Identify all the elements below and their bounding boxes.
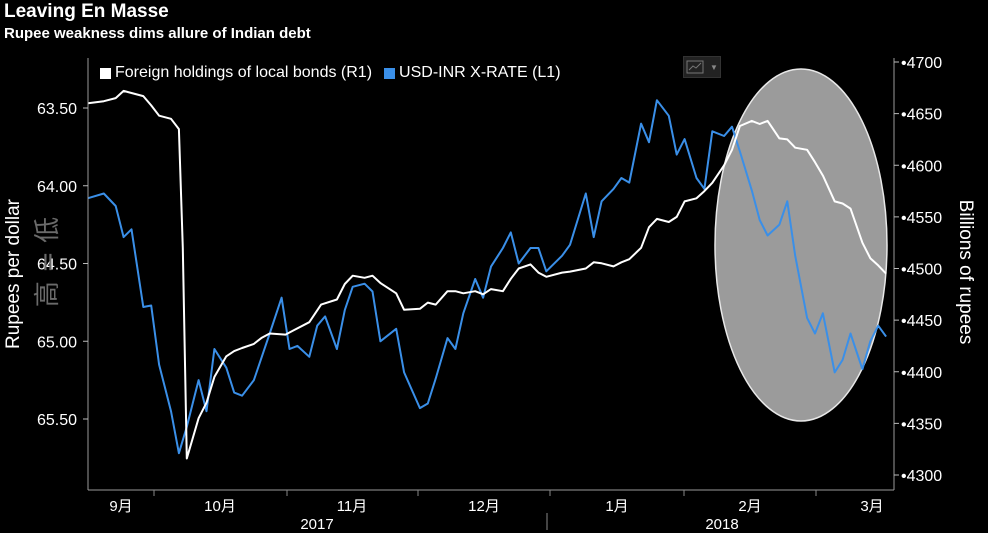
x-month-label: 2月	[738, 498, 761, 515]
left-tick-label: 65.50	[37, 412, 77, 429]
right-tick-label: •4650	[901, 107, 942, 124]
legend-item-usdinr: USD-INR X-RATE (L1)	[384, 64, 561, 82]
left-tick-label: 63.50	[37, 101, 77, 118]
series-line-usdinr	[87, 99, 887, 455]
inverted-axis-annotation: 高 = 低	[33, 217, 63, 307]
x-month-label: 1月	[605, 498, 628, 515]
chart-subtitle: Rupee weakness dims allure of Indian deb…	[4, 25, 311, 42]
chevron-down-icon: ▼	[710, 62, 718, 72]
right-tick-label: •4450	[901, 313, 942, 330]
legend-swatch-usdinr	[384, 67, 396, 79]
line-chart-icon	[686, 60, 704, 74]
right-tick-label: •4550	[901, 210, 942, 227]
highlight-ellipse	[714, 68, 888, 422]
right-tick-label: •4400	[901, 365, 942, 382]
right-tick-label: •4300	[901, 468, 942, 485]
right-tick-label: •4600	[901, 158, 942, 175]
x-month-label: 9月	[109, 498, 132, 515]
chart-title: Leaving En Masse	[4, 1, 169, 22]
x-month-label: 12月	[468, 498, 500, 515]
chart-type-button[interactable]: ▼	[683, 56, 721, 78]
x-year-label: 2018	[705, 516, 738, 533]
legend-label-holdings: Foreign holdings of local bonds (R1)	[115, 64, 373, 81]
left-tick-label: 65.00	[37, 334, 77, 351]
legend-label-usdinr: USD-INR X-RATE (L1)	[399, 64, 561, 81]
right-tick-label: •4350	[901, 416, 942, 433]
legend-swatch-holdings	[100, 67, 111, 79]
legend-item-holdings: Foreign holdings of local bonds (R1)	[100, 64, 372, 82]
y-axis-left-label: Rupees per dollar	[3, 198, 24, 349]
series-line-holdings	[87, 89, 887, 460]
left-tick-label: 64.00	[37, 179, 77, 196]
y-axis-right-label: Billions of rupees	[955, 200, 976, 345]
x-year-label: 2017	[300, 516, 333, 533]
chart-legend: Foreign holdings of local bonds (R1) USD…	[94, 60, 579, 86]
right-tick-label: •4500	[901, 262, 942, 279]
x-month-label: 11月	[337, 498, 368, 515]
x-month-label: 10月	[204, 498, 236, 515]
x-month-label: 3月	[860, 498, 883, 515]
left-tick-label: 64.50	[37, 257, 77, 274]
right-tick-label: •4700	[901, 55, 942, 72]
